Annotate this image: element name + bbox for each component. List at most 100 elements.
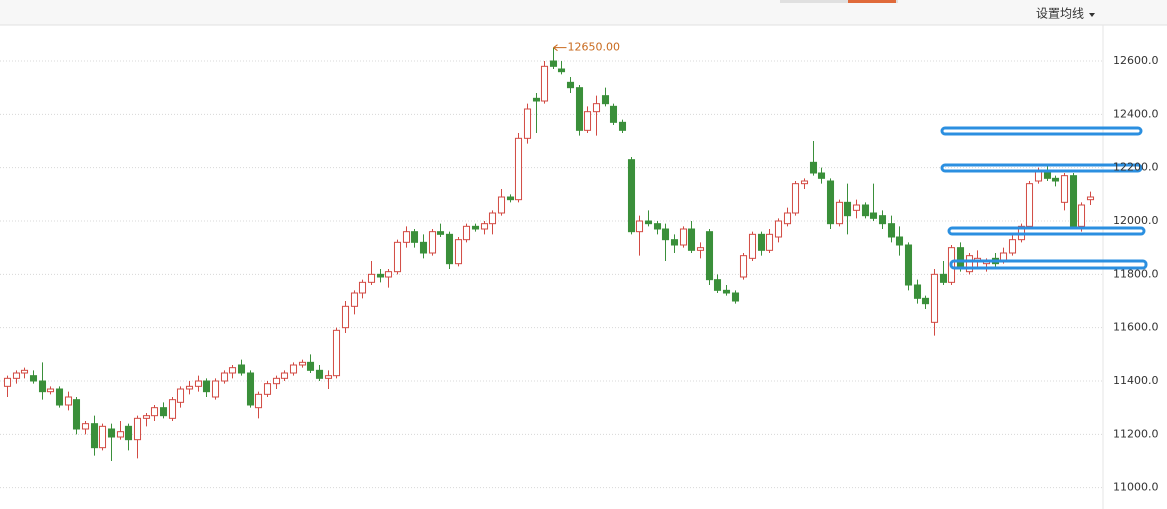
candles — [3, 47, 1095, 461]
candle-body — [107, 428, 116, 438]
candle-body — [878, 215, 887, 225]
candle-body — [471, 225, 480, 230]
candle-body — [358, 281, 367, 294]
max-label: 12650.00 — [568, 41, 621, 54]
candle-body — [55, 388, 64, 406]
candle-body — [168, 399, 177, 419]
candle-body — [939, 273, 948, 283]
top-bar — [0, 0, 1167, 25]
dropdown-arrow[interactable] — [1089, 13, 1095, 17]
candle-body — [280, 372, 289, 379]
candle-body — [46, 388, 55, 393]
candle-body — [116, 431, 125, 438]
candle-body — [72, 399, 81, 430]
y-tick-label: 11000.0 — [1113, 481, 1159, 494]
candle-body — [289, 364, 298, 374]
candle-body — [1069, 175, 1078, 227]
candle-body — [965, 255, 974, 273]
candle-body — [12, 372, 21, 379]
candle-body — [765, 233, 774, 251]
candle-body — [254, 393, 263, 409]
labels: 11000.0 11200.0 11400.0 11600.0 11800.0 12000… — [553, 41, 1159, 494]
candle-body — [1051, 177, 1060, 182]
candle-body — [3, 377, 12, 387]
candle-body — [176, 388, 185, 403]
candle-body — [800, 180, 809, 185]
candle-body — [644, 220, 653, 225]
y-tick-label: 12600.0 — [1113, 54, 1159, 67]
candle-body — [557, 68, 566, 73]
candle-body — [298, 361, 307, 366]
candle-body — [713, 279, 722, 291]
candle-body — [506, 196, 515, 201]
candle-body — [393, 241, 402, 273]
candle-body — [601, 95, 610, 105]
candle-body — [38, 380, 47, 393]
candle-body — [835, 201, 844, 225]
candle-body — [904, 244, 913, 286]
candle-body — [722, 289, 731, 294]
candle-body — [1025, 183, 1034, 227]
candle-body — [696, 247, 705, 251]
tab-strip — [780, 0, 898, 3]
candle-body — [618, 121, 627, 131]
candle-body — [583, 111, 592, 131]
candle-body — [1086, 196, 1095, 201]
candle-body — [202, 380, 211, 393]
y-tick-label: 12400.0 — [1113, 107, 1159, 120]
candle-body — [384, 271, 393, 278]
candle-body — [480, 223, 489, 230]
candle-body — [687, 228, 696, 251]
level-box — [940, 163, 1143, 173]
candle-body — [246, 372, 255, 406]
level-box — [940, 126, 1143, 136]
y-tick-label: 11400.0 — [1113, 374, 1159, 387]
candle-body — [549, 60, 558, 67]
candle-body — [817, 172, 826, 179]
candle-body — [194, 380, 203, 387]
candle-body — [861, 204, 870, 217]
candle-body — [1077, 204, 1086, 227]
candle-body — [635, 220, 644, 233]
candle-body — [272, 377, 281, 385]
candle-body — [670, 239, 679, 246]
candle-body — [921, 297, 930, 305]
candle-body — [410, 231, 419, 243]
candle-body — [64, 396, 73, 406]
candle-body — [627, 159, 636, 233]
y-tick-label: 11600.0 — [1113, 321, 1159, 334]
candle-body — [150, 407, 159, 417]
candle-body — [757, 233, 766, 251]
candle-body — [445, 233, 454, 265]
candle-body — [98, 425, 107, 449]
y-tick-label: 11200.0 — [1113, 427, 1159, 440]
max-marker — [553, 44, 567, 52]
candle-body — [739, 255, 748, 278]
candle-body — [956, 247, 965, 267]
candle-body — [488, 212, 497, 225]
y-tick-label: 12200.0 — [1113, 161, 1159, 174]
candle-body — [454, 239, 463, 265]
candle-body — [497, 196, 506, 214]
candle-body — [419, 241, 428, 254]
candle-body — [895, 236, 904, 246]
candle-body — [350, 292, 359, 307]
candle-body — [1008, 239, 1017, 254]
settings-label[interactable]: 设置均线 — [1036, 7, 1084, 21]
grid — [0, 60, 1103, 489]
candle-body — [436, 231, 445, 235]
settings-button[interactable]: 设置均线 — [1036, 7, 1095, 21]
candle-body — [731, 292, 740, 302]
candle-body — [679, 228, 688, 246]
candle-body — [220, 372, 229, 382]
candle-body — [913, 284, 922, 299]
candle-body — [341, 305, 350, 329]
y-tick-label: 12000.0 — [1113, 214, 1159, 227]
candle-body — [376, 273, 385, 278]
tab-active — [848, 0, 896, 3]
candle-body — [315, 369, 324, 379]
candle-body — [869, 212, 878, 219]
candle-body — [592, 103, 601, 113]
